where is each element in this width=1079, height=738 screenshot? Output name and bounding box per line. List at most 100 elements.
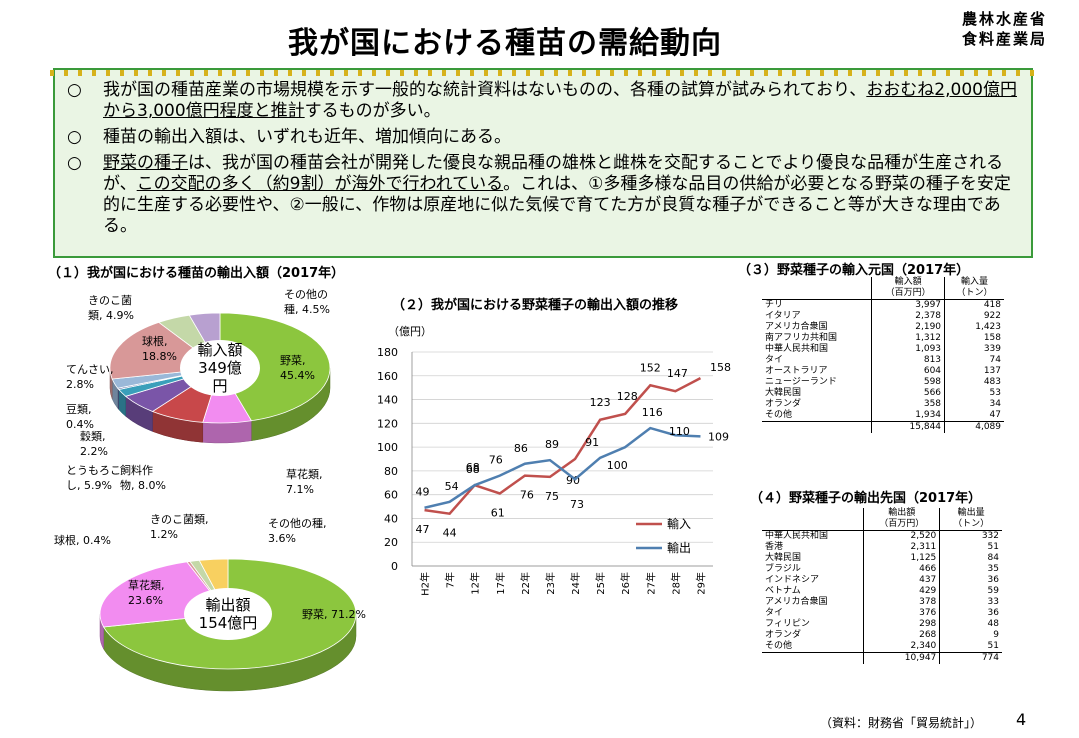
x-tick-label: 24年 xyxy=(569,572,582,595)
table-row: インドネシア 437 36 xyxy=(762,575,1002,586)
table-cell-quantity: 339 xyxy=(944,344,1004,355)
table-cell-country: 中華人民共和国 xyxy=(765,531,829,541)
table-cell-country: オーストラリア xyxy=(765,366,828,376)
table-cell-country: 大韓民国 xyxy=(765,553,802,563)
table-row: イタリア 2,378 922 xyxy=(762,311,1004,322)
table-cell-quantity: 36 xyxy=(939,575,1002,586)
pie-label-とうもろこし: とうもろこし, 5.9% xyxy=(66,464,121,492)
bullet-marker: ○ xyxy=(67,153,82,173)
data-label-輸入: 68 xyxy=(466,461,480,474)
table-row: その他 1,934 47 xyxy=(762,410,1004,422)
data-label-輸出: 91 xyxy=(585,436,599,449)
series-line-輸入 xyxy=(424,377,702,516)
summary-paragraph-3: ○ 野菜の種子は、我が国の種苗会社が開発した優良な親品種の雄株と雌株を交配するこ… xyxy=(67,153,1011,236)
data-label-輸出: 86 xyxy=(514,442,528,455)
table-cell-value: 437 xyxy=(863,575,940,586)
pie-label-草花類: 草花類, 7.1% xyxy=(286,468,323,496)
table-cell-country: ブラジル xyxy=(765,564,801,574)
y-tick-label: 60 xyxy=(384,489,398,502)
table-cell-quantity: 84 xyxy=(939,553,1002,564)
table-cell-quantity: 922 xyxy=(944,311,1004,322)
table-row: 大韓民国 1,125 84 xyxy=(762,553,1002,564)
table-header-value: 輸出額 （百万円） xyxy=(863,508,940,531)
table-cell-value: 1,093 xyxy=(871,344,945,355)
y-tick-label: 20 xyxy=(384,536,398,549)
data-label-輸出: 49 xyxy=(416,486,430,499)
table-cell-country: 南アフリカ共和国 xyxy=(765,333,838,343)
data-label-輸出: 116 xyxy=(642,406,663,419)
y-tick-label: 40 xyxy=(384,512,398,525)
table-row: ブラジル 466 35 xyxy=(762,564,1002,575)
table-cell-quantity: 59 xyxy=(939,586,1002,597)
data-label-輸入: 47 xyxy=(416,523,430,536)
pie-label-豆類: 豆類, 0.4% xyxy=(66,403,94,431)
summary-paragraph-1: ○ 我が国の種苗産業の市場規模を示す一般的な統計資料はないものの、各種の試算が試… xyxy=(67,80,1017,121)
x-tick-label: 22年 xyxy=(519,572,532,595)
table-cell-quantity: 47 xyxy=(944,410,1004,422)
table-cell-country: 中華人民共和国 xyxy=(765,344,829,354)
table-cell-value: 429 xyxy=(863,586,940,597)
table-total-row: 15,844 4,089 xyxy=(762,421,1004,433)
pie-label-野菜: 野菜, 45.4% xyxy=(280,354,315,382)
table-row: その他 2,340 51 xyxy=(762,641,1002,653)
table-row: オランダ 268 9 xyxy=(762,630,1002,641)
data-label-輸入: 158 xyxy=(710,361,731,374)
table-header-value: 輸入額 （百万円） xyxy=(871,277,945,300)
import-country-table: 輸入額 （百万円） 輸入量 （トン） チリ 3,997 418 イタリア 2,378 922 ア… xyxy=(762,277,1004,433)
x-tick-label: 29年 xyxy=(694,572,707,595)
pie-label-穀類: 穀類, 2.2% xyxy=(80,430,108,458)
ministry-line1: 農林水産省 xyxy=(961,10,1047,28)
y-tick-label: 100 xyxy=(377,441,398,454)
table-row: アメリカ合衆国 2,190 1,423 xyxy=(762,322,1004,333)
ministry-line2: 食料産業局 xyxy=(961,30,1047,48)
data-label-輸出: 110 xyxy=(669,425,690,438)
table-cell-total-quantity: 4,089 xyxy=(944,421,1004,433)
table-cell-country: その他 xyxy=(765,410,793,420)
pie-center-label: 輸入額 349億円 xyxy=(197,341,242,395)
table-row: フィリピン 298 48 xyxy=(762,619,1002,630)
table-cell-quantity: 418 xyxy=(944,299,1004,311)
table-cell-quantity: 9 xyxy=(939,630,1002,641)
pie-center-label: 輸出額 154億円 xyxy=(199,596,258,632)
x-tick-label: 23年 xyxy=(544,572,557,595)
data-label-輸出: 73 xyxy=(570,498,584,511)
y-tick-label: 80 xyxy=(384,465,398,478)
pie-hole xyxy=(180,340,260,396)
pie-label-草花類: 草花類, 23.6% xyxy=(128,579,165,607)
table-cell-total-quantity: 774 xyxy=(939,652,1002,664)
x-tick-label: 26年 xyxy=(619,572,632,595)
table-cell-value: 1,125 xyxy=(863,553,940,564)
summary-box: ○ 我が国の種苗産業の市場規模を示す一般的な統計資料はないものの、各種の試算が試… xyxy=(53,68,1033,258)
table-cell-blank xyxy=(762,652,864,664)
bullet-marker: ○ xyxy=(67,127,82,147)
table-cell-quantity: 33 xyxy=(939,597,1002,608)
series-line-輸出 xyxy=(424,426,701,509)
x-tick-label: 12年 xyxy=(469,572,482,595)
pie-label-球根: 球根, 0.4% xyxy=(54,533,111,547)
table-cell-value: 604 xyxy=(871,366,945,377)
table-cell-quantity: 48 xyxy=(939,619,1002,630)
table-row: 大韓民国 566 53 xyxy=(762,388,1004,399)
pie-slice-野菜 xyxy=(219,312,331,422)
section-title-3: （３）野菜種子の輸入元国（2017年） xyxy=(738,263,970,278)
data-label-輸入: 61 xyxy=(491,506,505,519)
table-cell-value: 813 xyxy=(871,355,945,366)
export-country-table: 輸出額 （百万円） 輸出量 （トン） 中華人民共和国 2,520 332 香港 2,311 5… xyxy=(762,508,1002,664)
table-row: 香港 2,311 51 xyxy=(762,542,1002,553)
table-cell-value: 378 xyxy=(863,597,940,608)
table-cell-value: 298 xyxy=(863,619,940,630)
table-row: ベトナム 429 59 xyxy=(762,586,1002,597)
table-cell-country: ニュージーランド xyxy=(765,377,837,387)
table-cell-quantity: 332 xyxy=(939,530,1002,542)
table-row: タイ 376 36 xyxy=(762,608,1002,619)
table-row: オーストラリア 604 137 xyxy=(762,366,1004,377)
page-number: 4 xyxy=(1016,710,1027,729)
table-cell-value: 3,997 xyxy=(871,299,945,311)
table-cell-value: 1,934 xyxy=(871,410,945,422)
table-cell-quantity: 158 xyxy=(944,333,1004,344)
pie-label-飼料作物: 飼料作物, 8.0% xyxy=(120,463,166,492)
ministry-name: 農林水産省 食料産業局 xyxy=(962,9,1047,49)
pie-label-野菜: 野菜, 71.2% xyxy=(302,608,366,621)
